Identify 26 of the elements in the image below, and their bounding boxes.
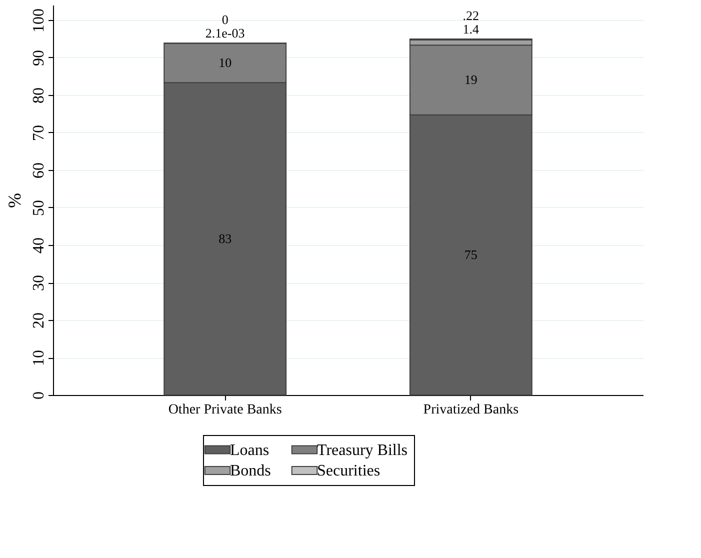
data-label: 10 [218,54,232,70]
y-axis-title: % [4,193,24,208]
legend-label: Loans [230,442,270,459]
legend-label: Bonds [230,462,271,480]
data-label: 0 [222,12,228,28]
data-label: 19 [464,72,478,87]
y-tick-label: 10 [30,350,48,366]
x-tick-label: Other Private Banks [168,402,282,418]
y-tick-label: 60 [30,162,48,178]
y-tick-label: 70 [30,125,48,141]
data-label: 75 [464,246,478,262]
y-tick-label: 50 [30,200,48,216]
x-tick-label: Privatized Banks [423,402,519,418]
legend-label: Treasury Bills [317,442,408,459]
y-tick-label: 90 [30,50,48,66]
data-label: 2.1e-03 [205,26,245,41]
y-tick-label: 80 [30,88,48,104]
y-tick-label: 30 [30,275,48,291]
data-label: .22 [462,8,480,23]
y-tick-label: 20 [30,312,48,328]
data-label: 83 [218,230,232,246]
y-tick-label: 40 [30,238,48,254]
legend-label: Securities [317,462,380,480]
y-tick-label: 0 [30,392,48,400]
data-label: 1.4 [462,21,480,36]
y-tick-label: 100 [30,8,48,32]
